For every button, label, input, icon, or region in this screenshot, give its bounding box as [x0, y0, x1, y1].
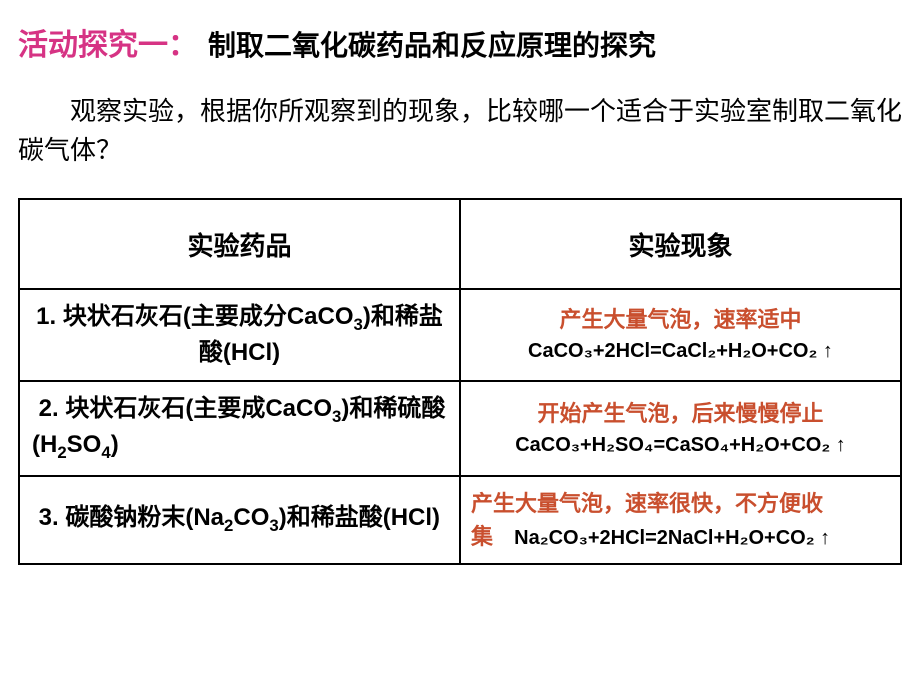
- table-row: 1. 块状石灰石(主要成分CaCO3)和稀盐酸(HCl) 产生大量气泡，速率适中…: [19, 289, 901, 381]
- phenomenon-text-2: 开始产生气泡，后来慢慢停止: [469, 397, 892, 430]
- reagent-cell-2: 2. 块状石灰石(主要成CaCO3)和稀硫酸(H2SO4): [19, 381, 460, 476]
- phenomenon-text-3b: 集: [471, 524, 493, 549]
- table-row: 2. 块状石灰石(主要成CaCO3)和稀硫酸(H2SO4) 开始产生气泡，后来慢…: [19, 381, 901, 476]
- phenomenon-text-1: 产生大量气泡，速率适中: [469, 303, 892, 336]
- title-row: 活动探究一： 制取二氧化碳药品和反应原理的探究: [18, 20, 902, 64]
- header-reagent: 实验药品: [19, 199, 460, 289]
- title-label: 活动探究一：: [18, 20, 198, 64]
- header-phenomenon: 实验现象: [460, 199, 901, 289]
- phenomenon-cell-2: 开始产生气泡，后来慢慢停止 CaCO₃+H₂SO₄=CaSO₄+H₂O+CO₂ …: [460, 381, 901, 476]
- reagent-cell-3: 3. 碳酸钠粉末(Na2CO3)和稀盐酸(HCl): [19, 476, 460, 564]
- table-header-row: 实验药品 实验现象: [19, 199, 901, 289]
- description-text: 观察实验，根据你所观察到的现象，比较哪一个适合于实验室制取二氧化碳气体？: [18, 92, 902, 170]
- phenomenon-cell-1: 产生大量气泡，速率适中 CaCO₃+2HCl=CaCl₂+H₂O+CO₂ ↑: [460, 289, 901, 381]
- table-row: 3. 碳酸钠粉末(Na2CO3)和稀盐酸(HCl) 产生大量气泡，速率很快，不方…: [19, 476, 901, 564]
- reagent-cell-1: 1. 块状石灰石(主要成分CaCO3)和稀盐酸(HCl): [19, 289, 460, 381]
- experiment-table: 实验药品 实验现象 1. 块状石灰石(主要成分CaCO3)和稀盐酸(HCl) 产…: [18, 198, 902, 565]
- equation-2: CaCO₃+H₂SO₄=CaSO₄+H₂O+CO₂ ↑: [469, 430, 892, 460]
- phenomenon-text-3a: 产生大量气泡，速率很快，不方便收: [471, 491, 823, 516]
- equation-3: Na₂CO₃+2HCl=2NaCl+H₂O+CO₂ ↑: [497, 527, 830, 549]
- equation-1: CaCO₃+2HCl=CaCl₂+H₂O+CO₂ ↑: [469, 336, 892, 366]
- title-content: 制取二氧化碳药品和反应原理的探究: [208, 24, 656, 64]
- phenomenon-cell-3: 产生大量气泡，速率很快，不方便收 集 Na₂CO₃+2HCl=2NaCl+H₂O…: [460, 476, 901, 564]
